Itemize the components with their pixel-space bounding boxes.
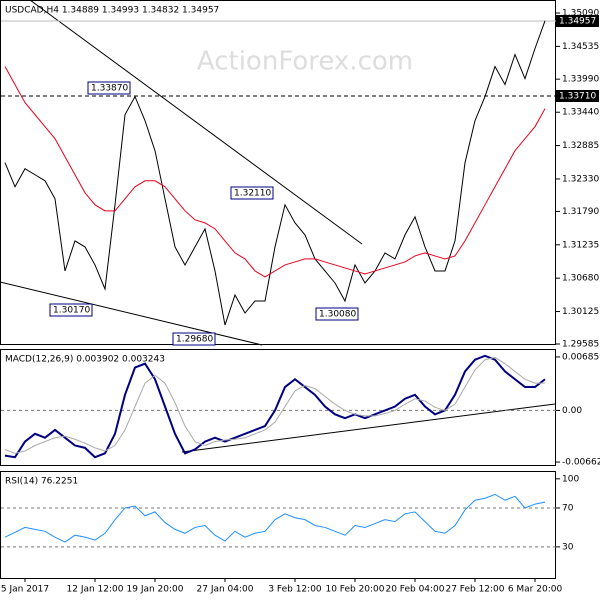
series-line [4, 354, 546, 459]
last-price-label: 1.34957 [559, 17, 596, 27]
level-box [556, 89, 599, 102]
series-line [4, 356, 545, 454]
y-tick-label: 1.31235 [562, 240, 599, 250]
price-panel [0, 0, 556, 345]
y-tick-label: 1.33440 [562, 108, 599, 118]
annotation: 1.29680 [176, 335, 213, 345]
x-tick-label: 27 Jan 04:00 [197, 585, 254, 595]
annotation-box [87, 81, 131, 95]
x-tick-label: 10 Feb 20:00 [325, 585, 384, 595]
level-label: 1.33710 [559, 91, 596, 101]
macd-panel [0, 349, 556, 466]
y-tick-label: 1.30125 [562, 307, 599, 317]
x-tick-label: 12 Jan 12:00 [67, 585, 124, 595]
annotation-box [230, 186, 274, 200]
y-tick-label: 1.32885 [562, 141, 599, 151]
panel-title: MACD(12,26,9) 0.003902 0.003243 [5, 355, 165, 365]
y-tick-label: 30 [562, 542, 574, 552]
x-tick-label: 20 Feb 04:00 [385, 585, 444, 595]
y-tick-label: 1.31790 [562, 207, 599, 217]
y-tick-label: 100 [562, 474, 579, 484]
annotation-box [315, 307, 359, 321]
x-tick-label: 5 Jan 2017 [1, 585, 49, 595]
x-tick-label: 6 Mar 20:00 [508, 585, 563, 595]
annotation: 1.30170 [53, 306, 90, 316]
annotation: 1.30080 [319, 310, 356, 320]
y-tick-label: -0.00662 [562, 458, 600, 468]
series-line [4, 20, 546, 326]
x-tick-label: 27 Feb 12:00 [445, 585, 504, 595]
annotation: 1.32110 [234, 189, 271, 199]
y-tick-label: 1.35090 [562, 9, 599, 19]
last-price-box [556, 15, 599, 28]
y-tick-label: 70 [562, 503, 574, 513]
y-tick-label: 1.30680 [562, 274, 599, 284]
y-tick-label: 0.00 [562, 406, 582, 416]
watermark: ActionForex.com [197, 47, 413, 77]
trendline [29, 0, 363, 245]
series-line [4, 66, 546, 278]
annotation-box [172, 332, 216, 346]
trendline [181, 403, 556, 453]
y-tick-label: 1.33990 [562, 75, 599, 85]
y-tick-label: 1.32330 [562, 174, 599, 184]
annotation: 1.33870 [91, 84, 128, 94]
y-tick-label: 0.006859 [562, 352, 600, 362]
panel-title: USDCAD,H4 1.34889 1.34993 1.34832 1.3495… [5, 6, 219, 16]
annotation-box [49, 303, 93, 317]
y-tick-label: 1.34535 [562, 42, 599, 52]
series-line [4, 493, 546, 543]
y-tick-label: 1.29585 [562, 340, 599, 350]
x-tick-label: 19 Jan 20:00 [127, 585, 184, 595]
panel-title: RSI(14) 76.2251 [5, 477, 78, 487]
trendline [0, 281, 263, 346]
x-tick-label: 3 Feb 12:00 [268, 585, 322, 595]
rsi-panel [0, 471, 556, 579]
